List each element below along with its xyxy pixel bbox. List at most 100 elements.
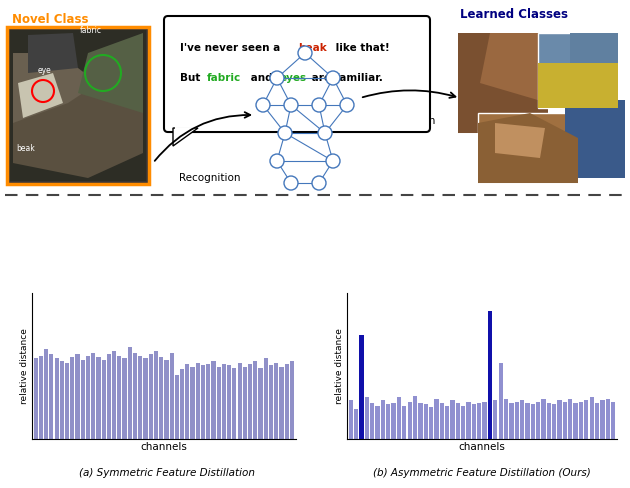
Bar <box>96 357 101 439</box>
Polygon shape <box>478 113 578 183</box>
Bar <box>573 403 578 439</box>
Bar <box>206 364 210 439</box>
Bar <box>112 351 116 439</box>
Bar <box>238 363 242 439</box>
Y-axis label: relative distance: relative distance <box>335 328 344 404</box>
Bar <box>101 360 106 439</box>
Bar <box>133 353 137 439</box>
Bar <box>60 361 64 439</box>
Polygon shape <box>13 73 143 178</box>
Circle shape <box>284 98 298 112</box>
Bar <box>33 358 38 439</box>
Bar <box>359 335 364 439</box>
Polygon shape <box>78 33 143 113</box>
Text: Recognition: Recognition <box>180 173 241 183</box>
Bar <box>81 360 85 439</box>
Bar <box>70 357 74 439</box>
FancyBboxPatch shape <box>7 27 149 184</box>
Bar <box>450 400 455 439</box>
Bar <box>579 402 583 439</box>
Bar <box>530 405 535 439</box>
Bar <box>605 399 610 439</box>
Bar <box>55 358 59 439</box>
Bar <box>434 399 438 439</box>
Bar <box>520 400 524 439</box>
Polygon shape <box>458 33 548 133</box>
Bar <box>107 354 111 439</box>
Text: Novel Class: Novel Class <box>12 13 88 26</box>
Bar <box>477 403 481 439</box>
Bar <box>478 113 578 183</box>
Circle shape <box>312 98 326 112</box>
Bar <box>243 366 247 439</box>
Bar <box>558 400 562 439</box>
Bar <box>418 403 423 439</box>
Bar <box>149 354 153 439</box>
Polygon shape <box>570 33 618 63</box>
Bar <box>354 408 358 439</box>
Bar <box>185 364 190 439</box>
Text: (a) Symmetric Feature Distillation: (a) Symmetric Feature Distillation <box>79 468 255 478</box>
Bar <box>391 403 396 439</box>
Bar <box>269 366 273 439</box>
Bar <box>128 347 132 439</box>
Text: beak: beak <box>298 43 327 53</box>
Bar <box>222 364 226 439</box>
Circle shape <box>326 154 340 168</box>
Bar <box>466 402 471 439</box>
Bar <box>39 356 43 439</box>
Bar <box>44 348 49 439</box>
Bar <box>76 354 79 439</box>
Circle shape <box>340 98 354 112</box>
Bar <box>227 366 231 439</box>
Bar <box>458 33 548 133</box>
Circle shape <box>278 126 292 140</box>
Bar <box>429 407 433 439</box>
Bar <box>248 364 252 439</box>
Bar <box>201 366 205 439</box>
Bar <box>504 399 508 439</box>
Bar <box>164 360 168 439</box>
Bar <box>196 363 200 439</box>
Bar <box>584 400 588 439</box>
Bar <box>455 403 460 439</box>
Bar <box>290 361 294 439</box>
Bar <box>563 402 567 439</box>
Text: eyes: eyes <box>280 73 307 83</box>
Bar <box>445 406 449 439</box>
Text: fabric: fabric <box>80 26 102 35</box>
Polygon shape <box>495 123 545 158</box>
Circle shape <box>318 126 332 140</box>
Circle shape <box>284 176 298 190</box>
Bar <box>348 400 353 439</box>
Bar <box>49 354 54 439</box>
Bar <box>461 406 466 439</box>
Bar <box>525 403 530 439</box>
Bar <box>590 397 594 439</box>
Bar <box>536 402 541 439</box>
Text: like that!: like that! <box>332 43 390 53</box>
Bar <box>515 402 519 439</box>
Bar <box>180 369 184 439</box>
Bar <box>488 311 492 439</box>
Bar <box>600 400 605 439</box>
Bar <box>190 366 195 439</box>
Bar <box>279 366 284 439</box>
Bar <box>402 406 406 439</box>
Bar <box>91 353 95 439</box>
Text: I've never seen a: I've never seen a <box>180 43 284 53</box>
Bar <box>408 402 412 439</box>
Bar <box>258 368 263 439</box>
Bar <box>541 399 546 439</box>
Bar <box>154 351 158 439</box>
Bar <box>538 33 618 108</box>
Text: and: and <box>247 73 276 83</box>
Polygon shape <box>538 63 618 108</box>
Polygon shape <box>18 73 63 118</box>
Bar <box>10 30 146 181</box>
Bar <box>472 405 476 439</box>
Bar <box>212 361 215 439</box>
Bar <box>232 368 236 439</box>
Circle shape <box>270 71 284 85</box>
Text: Consolidation: Consolidation <box>364 116 436 126</box>
